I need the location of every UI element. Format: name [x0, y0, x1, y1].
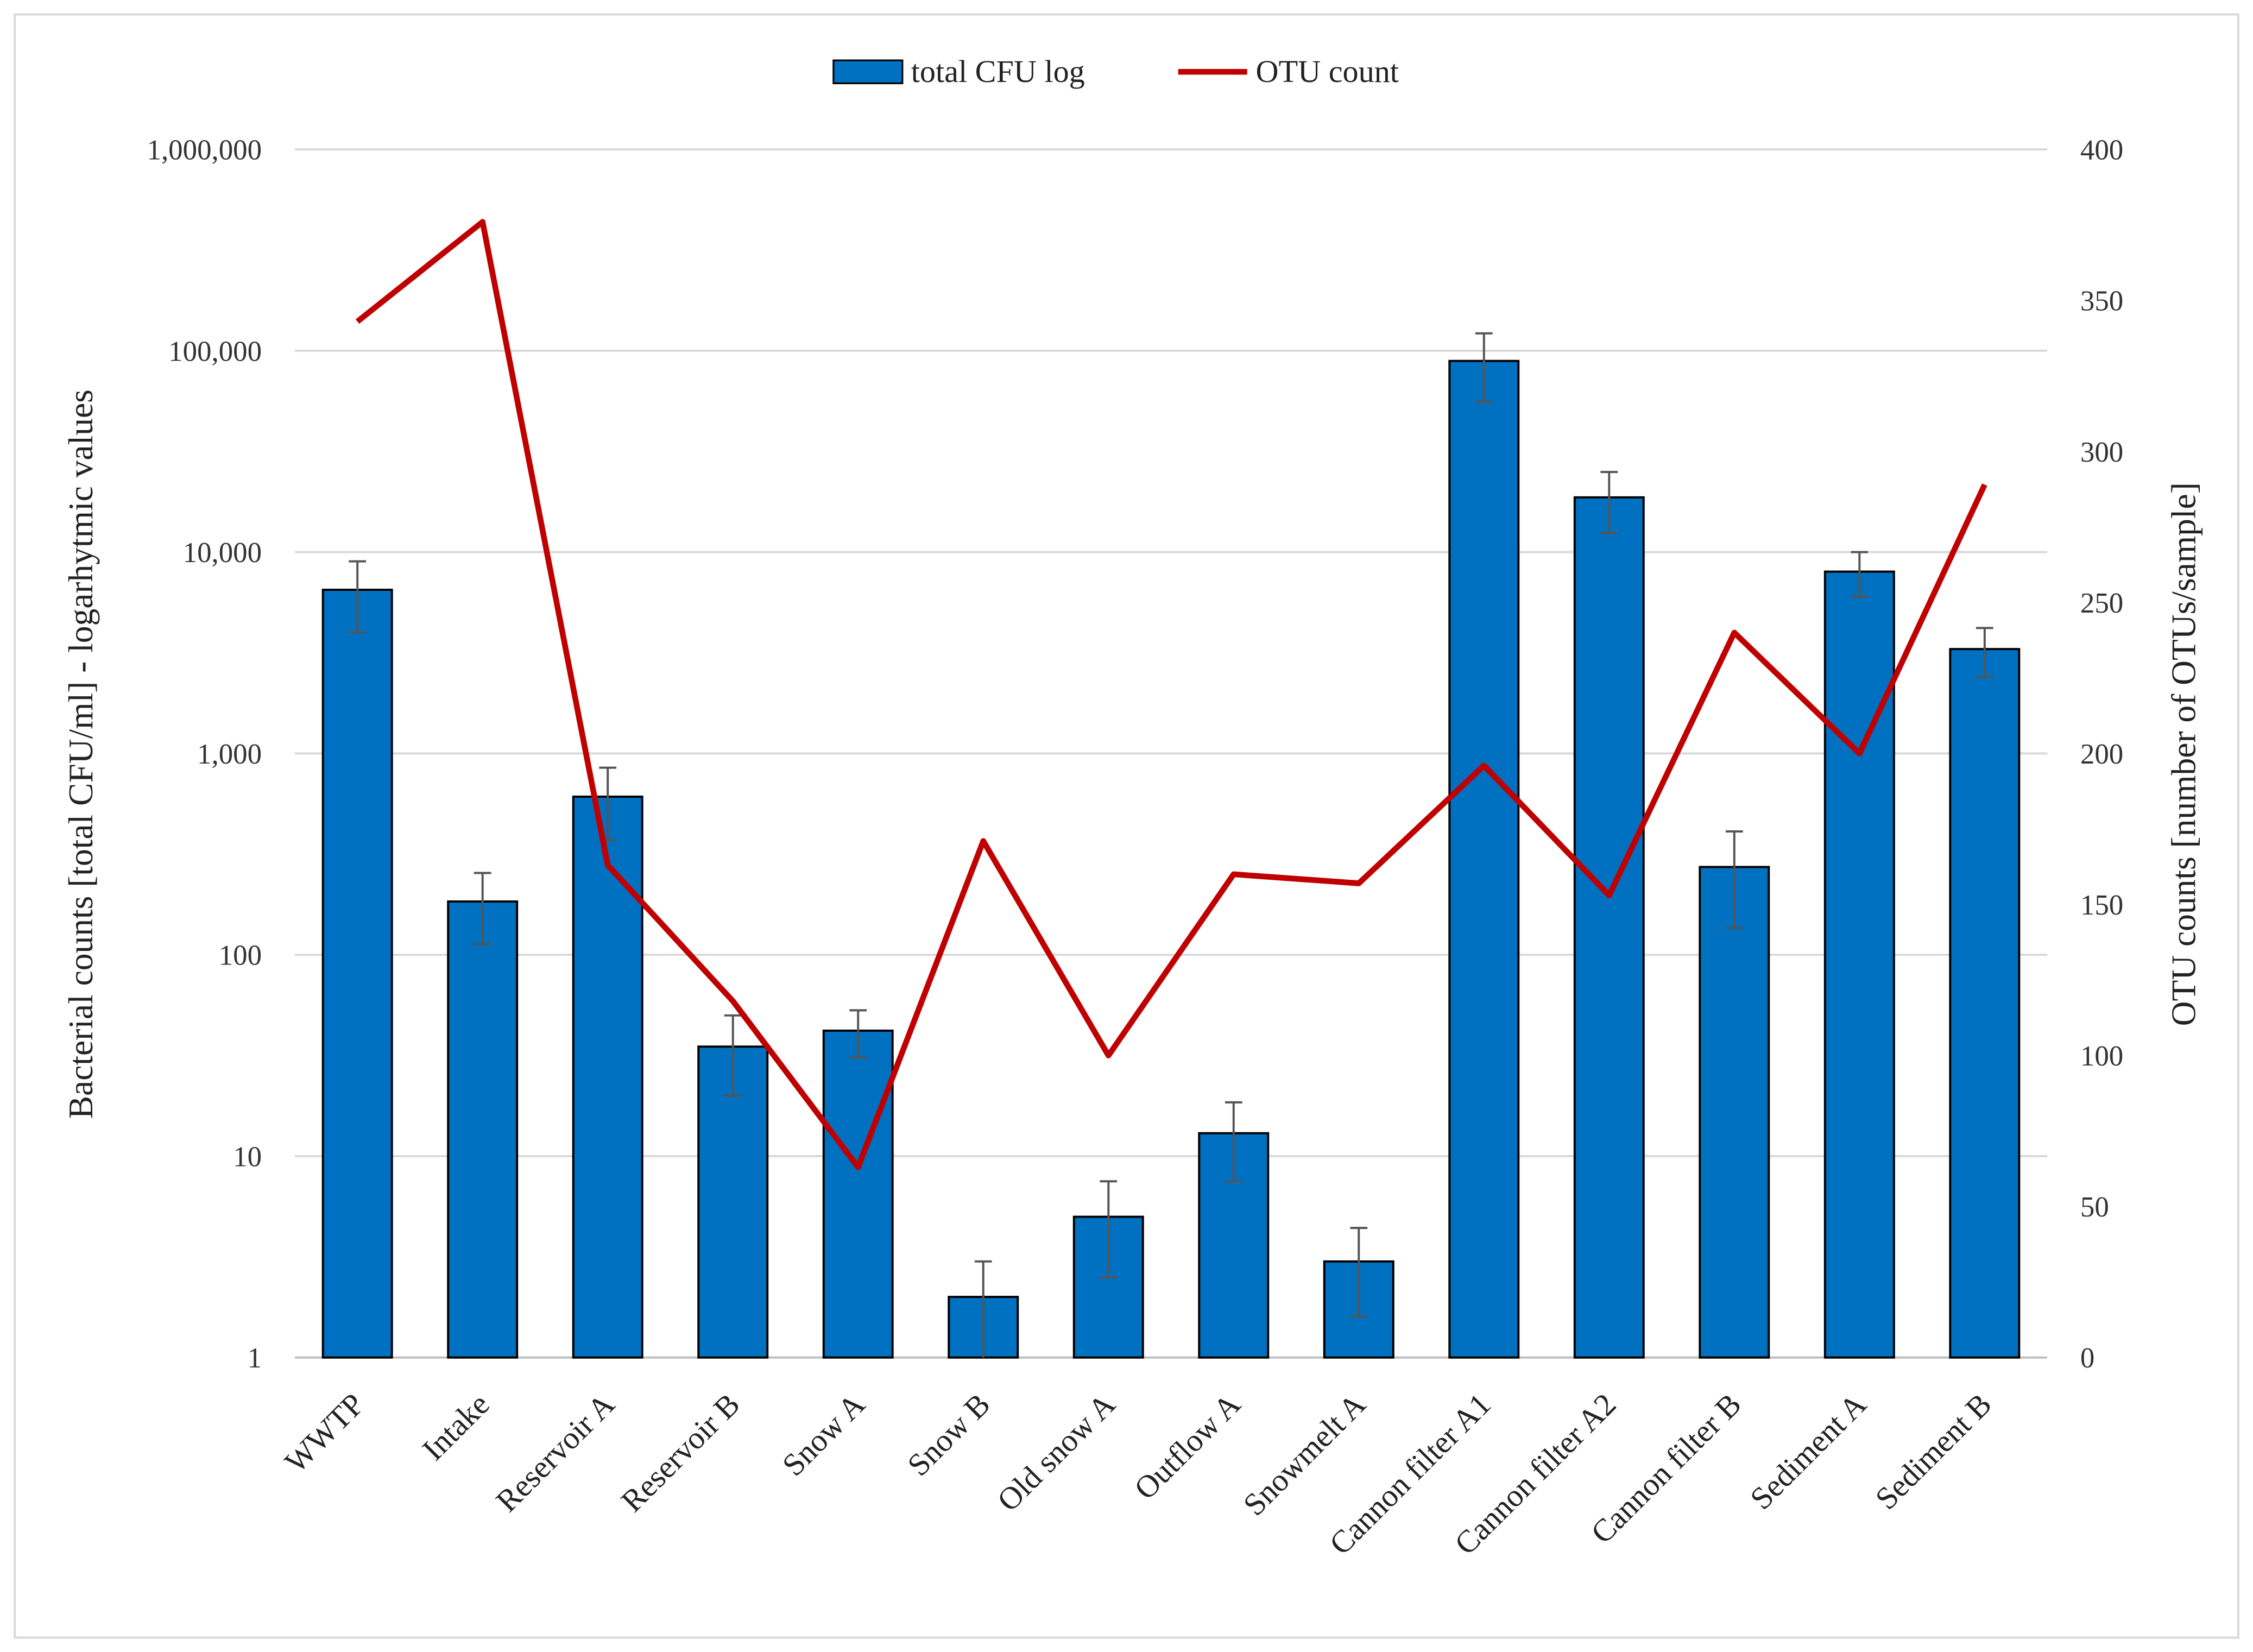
bar-snow-a — [822, 1029, 894, 1359]
left-tick-label: 10,000 — [183, 537, 262, 569]
right-tick-label: 0 — [2080, 1342, 2094, 1374]
right-tick-label: 150 — [2080, 890, 2123, 921]
legend-swatch-bar — [832, 59, 904, 85]
bar-reservoir-a — [572, 796, 643, 1359]
bar-reservoir-b — [697, 1045, 769, 1359]
right-tick-label: 400 — [2080, 135, 2123, 166]
bar-sediment-b — [1949, 648, 2021, 1359]
otu-point — [857, 1167, 859, 1168]
bar-sediment-a — [1823, 570, 1895, 1359]
right-tick-label: 250 — [2080, 588, 2123, 619]
left-tick-label: 10 — [233, 1141, 262, 1172]
otu-point — [1108, 1055, 1109, 1056]
left-tick-label: 1 — [248, 1342, 262, 1374]
right-tick-label: 50 — [2080, 1191, 2109, 1223]
right-axis-label: OTU counts [number of OTUs/sample] — [2164, 482, 2203, 1026]
left-axis-label: Bacterial counts [total CFU/ml] - logarh… — [61, 389, 100, 1119]
bar-intake — [447, 900, 519, 1359]
bar-cannon-filter-b — [1699, 866, 1770, 1359]
bar-wwtp — [321, 589, 393, 1359]
left-tick-label: 1,000,000 — [147, 135, 262, 166]
legend-label-cfu: total CFU log — [911, 54, 1085, 89]
legend: total CFU log OTU count — [832, 54, 1399, 89]
bar-cannon-filter-a1 — [1448, 360, 1520, 1359]
right-tick-label: 350 — [2080, 286, 2123, 317]
otu-point — [1484, 765, 1485, 766]
otu-point — [1233, 874, 1234, 875]
right-tick-label: 300 — [2080, 437, 2123, 468]
right-tick-label: 100 — [2080, 1041, 2123, 1072]
left-tick-label: 1,000 — [197, 739, 262, 770]
left-tick-label: 100 — [219, 940, 262, 972]
legend-label-otu: OTU count — [1256, 54, 1399, 89]
otu-count-line — [355, 219, 1987, 1170]
otu-point — [357, 321, 358, 322]
left-tick-label: 100,000 — [168, 336, 262, 367]
bar-cannon-filter-a2 — [1573, 496, 1645, 1359]
otu-point — [1859, 753, 1860, 754]
right-tick-label: 200 — [2080, 739, 2123, 770]
